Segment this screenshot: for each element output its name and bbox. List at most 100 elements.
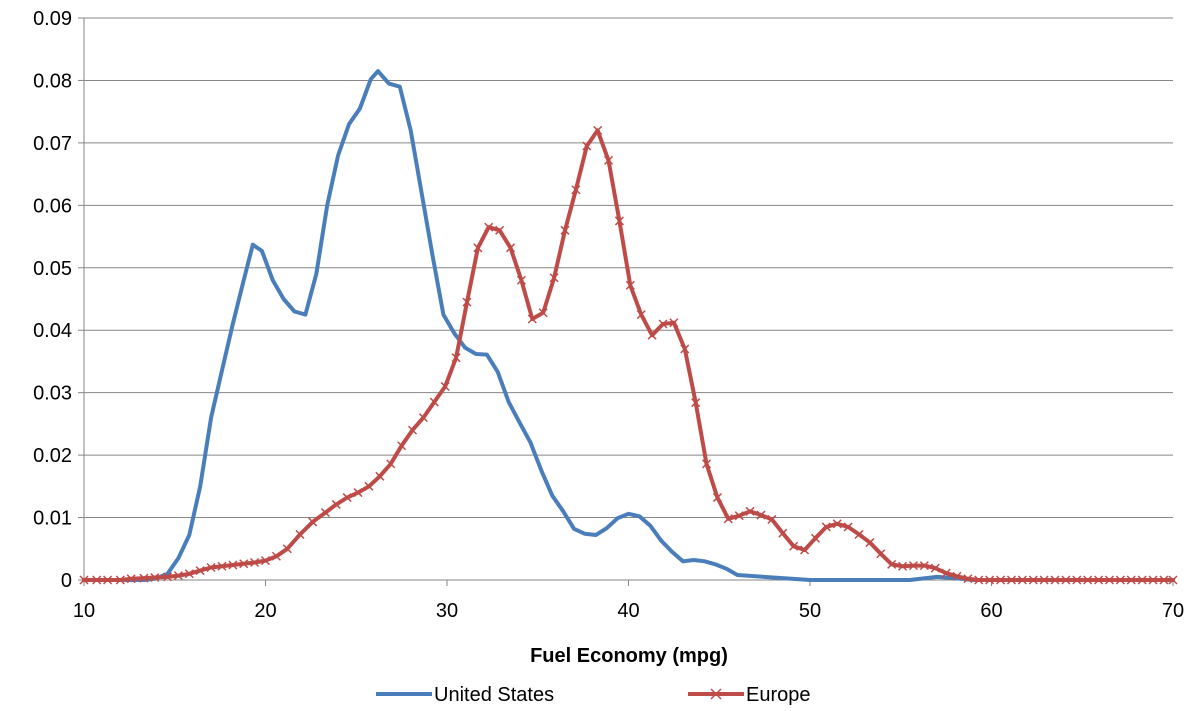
y-tick-label: 0.08 <box>33 70 72 92</box>
data-point-europe <box>308 517 318 527</box>
data-point-europe <box>941 568 951 578</box>
data-point-europe <box>1028 575 1038 585</box>
legend-label-europe: Europe <box>746 684 811 706</box>
x-tick-label: 50 <box>799 600 821 622</box>
data-point-europe <box>854 529 864 539</box>
data-point-europe <box>184 569 194 579</box>
data-point-europe <box>1104 575 1115 585</box>
data-point-europe <box>282 544 292 554</box>
data-point-europe <box>1126 575 1136 585</box>
data-point-europe <box>260 556 271 566</box>
data-point-europe <box>429 397 439 407</box>
data-point-europe <box>734 511 744 521</box>
data-point-europe <box>963 574 973 584</box>
data-point-europe <box>418 413 428 423</box>
data-point-europe <box>1039 575 1049 585</box>
data-point-europe <box>1115 575 1125 585</box>
data-point-europe <box>614 216 624 226</box>
y-tick-label: 0.02 <box>33 445 72 467</box>
data-point-europe <box>92 575 102 585</box>
data-point-europe <box>593 125 603 135</box>
data-point-europe <box>239 559 249 569</box>
data-point-europe <box>821 522 831 532</box>
data-point-europe <box>320 508 330 518</box>
data-point-europe <box>364 481 374 491</box>
x-tick-label: 20 <box>254 600 276 622</box>
data-point-europe <box>908 561 918 571</box>
data-point-europe <box>810 533 820 543</box>
data-point-europe <box>1168 575 1178 585</box>
tick-labels: 0 0.01 0.02 0.03 0.04 0.05 0.06 0.07 0.08 0.09 10 2… <box>33 8 1184 622</box>
y-tick-label: 0.04 <box>33 320 72 342</box>
data-point-europe <box>625 280 635 290</box>
y-tick-label: 0.03 <box>33 383 72 405</box>
data-point-europe <box>295 529 305 539</box>
y-tick-label: 0.09 <box>33 8 72 30</box>
data-point-europe <box>505 243 516 253</box>
legend-item-europe: Europe <box>688 684 811 706</box>
data-point-europe <box>495 225 505 235</box>
data-point-europe <box>1083 575 1093 585</box>
data-point-europe <box>756 510 766 520</box>
data-point-europe <box>560 225 570 235</box>
data-point-europe <box>1061 575 1071 585</box>
data-point-europe <box>930 563 940 573</box>
data-point-europe <box>150 572 160 583</box>
data-point-europe <box>604 155 614 165</box>
series <box>79 69 1178 585</box>
data-point-europe <box>898 561 908 571</box>
data-point-europe <box>1148 575 1158 585</box>
legend-item-united-states: United States <box>376 684 554 706</box>
data-point-europe <box>647 330 657 340</box>
data-point-europe <box>195 566 205 576</box>
data-point-europe <box>139 573 149 583</box>
data-point-europe <box>1094 575 1104 585</box>
data-point-europe <box>789 541 799 551</box>
data-point-europe <box>996 575 1006 585</box>
data-point-europe <box>1017 575 1027 585</box>
y-tick-label: 0.01 <box>33 508 72 530</box>
data-point-europe <box>115 575 125 585</box>
data-point-europe <box>331 499 341 509</box>
data-point-europe <box>723 514 733 524</box>
data-point-europe <box>173 571 183 581</box>
data-point-europe <box>397 441 407 451</box>
data-point-europe <box>549 273 559 283</box>
data-point-europe <box>745 506 755 516</box>
data-point-europe <box>440 381 450 391</box>
legend: United States Europe <box>376 684 811 706</box>
data-point-europe <box>767 514 777 524</box>
data-point-europe <box>451 353 461 363</box>
data-point-europe <box>876 549 886 559</box>
data-point-europe <box>843 522 853 532</box>
data-point-europe <box>636 310 646 320</box>
data-point-europe <box>865 538 875 548</box>
data-point-europe <box>217 561 227 571</box>
data-point-europe <box>79 575 89 585</box>
axes <box>78 17 1174 586</box>
x-tick-label: 10 <box>73 600 95 622</box>
data-point-europe <box>206 562 216 573</box>
data-point-europe <box>952 571 962 581</box>
data-point-europe <box>375 471 385 481</box>
data-point-europe <box>669 318 679 328</box>
data-point-europe <box>527 314 537 324</box>
y-tick-label: 0.06 <box>33 195 72 217</box>
data-point-europe <box>342 493 352 503</box>
data-point-europe <box>162 572 173 582</box>
x-tick-label: 70 <box>1162 600 1184 622</box>
data-point-europe <box>778 528 788 538</box>
legend-label-united-states: United States <box>434 684 554 706</box>
data-point-europe <box>1159 575 1169 585</box>
data-point-europe <box>571 185 581 195</box>
data-point-europe <box>516 275 526 285</box>
data-point-europe <box>658 319 668 329</box>
data-point-europe <box>1137 575 1147 585</box>
data-point-europe <box>103 575 113 585</box>
data-point-europe <box>271 551 281 561</box>
y-tick-label: 0.07 <box>33 133 72 155</box>
data-point-europe <box>985 575 995 585</box>
series-line-united-states <box>82 69 1175 582</box>
